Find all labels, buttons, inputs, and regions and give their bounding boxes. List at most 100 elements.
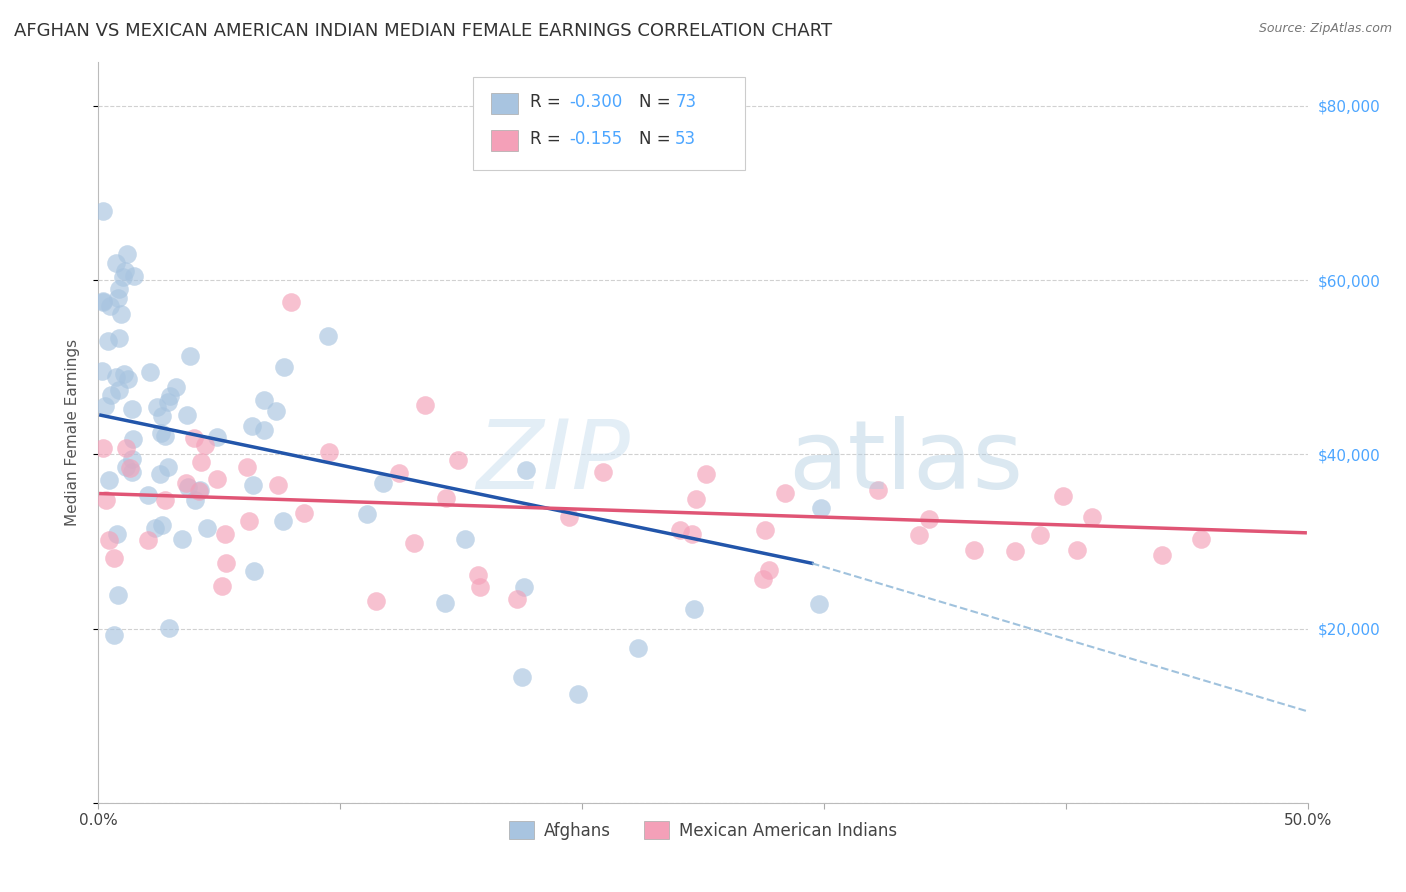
Point [143,521,166,535]
Point [316,329,339,343]
Point [187,484,209,499]
Point [506,591,529,606]
Point [682,602,704,616]
Point [136,533,159,548]
Point [98,533,121,547]
Point [1081,510,1104,524]
Point [138,365,160,379]
Point [94,493,117,508]
Point [177,480,200,494]
Point [103,628,125,642]
Point [215,557,238,571]
Point [156,459,179,474]
Point [183,431,205,445]
Point [153,493,176,508]
Point [103,550,125,565]
Point [153,429,176,443]
Point [454,532,477,546]
Point [105,370,128,384]
Point [90,364,112,378]
Point [413,398,436,412]
Point [962,543,984,558]
Point [211,579,233,593]
Point [190,455,212,469]
Point [104,256,127,270]
Point [205,472,228,486]
Point [110,307,132,321]
Point [356,507,378,521]
Point [273,359,295,374]
Point [149,467,172,481]
Point [1066,543,1088,558]
Point [1028,528,1050,542]
Point [266,404,288,418]
Point [404,535,426,549]
Point [121,451,143,466]
Point [214,526,236,541]
Text: atlas: atlas [787,416,1022,508]
Point [467,568,489,582]
Text: -0.300: -0.300 [569,93,621,111]
Point [165,380,187,394]
Point [238,515,260,529]
Point [627,641,650,656]
Point [93,203,115,218]
Point [515,463,537,477]
Point [156,395,179,409]
Point [207,429,229,443]
Point [97,474,120,488]
Point [695,467,717,482]
Point [292,506,315,520]
Point [267,478,290,492]
Point [150,517,173,532]
Point [242,478,264,492]
Point [117,247,139,261]
Text: -0.155: -0.155 [569,129,621,148]
Point [91,295,114,310]
Point [108,383,131,397]
Text: AFGHAN VS MEXICAN AMERICAN INDIAN MEDIAN FEMALE EARNINGS CORRELATION CHART: AFGHAN VS MEXICAN AMERICAN INDIAN MEDIAN… [14,22,832,40]
Text: Source: ZipAtlas.com: Source: ZipAtlas.com [1258,22,1392,36]
Point [908,527,931,541]
Point [1004,543,1026,558]
Point [115,442,138,456]
Point [120,460,142,475]
Text: N =: N = [638,93,676,111]
Text: N =: N = [638,129,676,148]
Point [176,476,198,491]
Point [146,400,169,414]
Point [136,488,159,502]
Legend: Afghans, Mexican American Indians: Afghans, Mexican American Indians [502,814,904,847]
Point [108,282,131,296]
Point [242,565,264,579]
Point [434,596,457,610]
Point [115,460,138,475]
Point [388,466,411,480]
Point [1052,490,1074,504]
Text: R =: R = [530,93,567,111]
Point [682,527,704,541]
Text: 73: 73 [675,93,696,111]
Point [868,483,890,498]
Point [280,295,302,310]
Point [810,500,832,515]
Point [567,687,589,701]
Point [157,621,180,635]
Point [434,491,457,505]
Point [373,475,395,490]
Point [105,526,128,541]
Point [194,438,217,452]
FancyBboxPatch shape [474,78,745,169]
Text: 53: 53 [675,129,696,148]
Point [1150,548,1173,562]
Point [318,445,340,459]
Point [807,597,830,611]
Point [751,573,773,587]
Point [446,453,468,467]
Text: R =: R = [530,129,571,148]
Point [592,465,614,479]
Point [98,299,121,313]
Point [112,367,135,381]
Point [176,408,198,422]
Point [758,563,780,577]
